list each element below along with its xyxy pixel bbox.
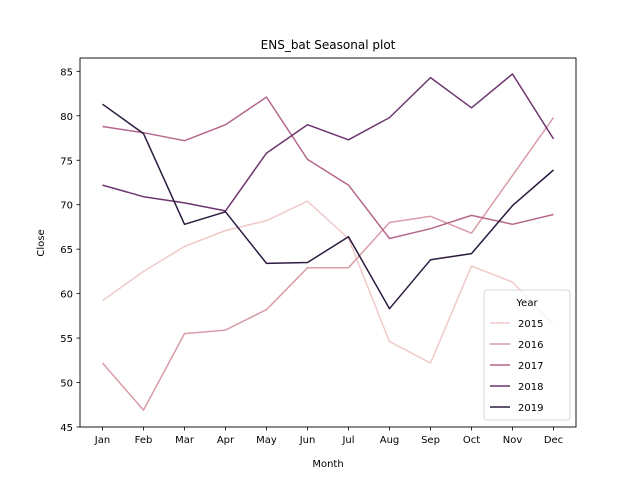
series-line-2015 [102, 200, 555, 364]
x-tick-label: Jun [299, 435, 316, 446]
series-line-2016 [101, 117, 555, 411]
y-axis-label: Close [36, 229, 47, 256]
y-tick-label: 85 [60, 67, 73, 78]
series-line-2018 [102, 73, 555, 212]
x-axis: Jan Feb Mar Apr May Jun Jul Aug Sep Oct Nov Dec [94, 427, 563, 446]
legend-title: Year [515, 298, 538, 309]
x-tick-label: May [256, 435, 277, 446]
x-tick-label: Jan [94, 435, 110, 446]
y-tick-label: 70 [60, 201, 73, 212]
legend-label-2015: 2015 [518, 319, 543, 330]
series-line-2019 [102, 103, 554, 310]
legend-label-2017: 2017 [518, 361, 543, 372]
y-tick-label: 45 [60, 423, 73, 434]
x-tick-label: Nov [503, 435, 523, 446]
x-tick-label: Dec [544, 435, 563, 446]
y-tick-label: 65 [60, 245, 73, 256]
legend-label-2018: 2018 [518, 382, 543, 393]
plot-frame [79, 57, 577, 428]
x-axis-label: Month [312, 459, 343, 470]
x-tick-label: Jul [341, 435, 354, 446]
x-tick-label: Sep [421, 435, 440, 446]
legend-box [483, 289, 571, 421]
legend-label-2019: 2019 [518, 403, 543, 414]
series-line-2017 [102, 96, 554, 240]
x-tick-label: Aug [380, 435, 400, 446]
y-tick-label: 50 [60, 379, 73, 390]
y-tick-label: 60 [60, 290, 73, 301]
chart-plot-area [101, 73, 555, 411]
y-tick-label: 80 [60, 112, 73, 123]
y-tick-label: 75 [60, 156, 73, 167]
x-tick-label: Mar [175, 435, 195, 446]
legend-label-2016: 2016 [518, 340, 543, 351]
y-axis: 45 50 55 60 65 70 75 80 85 [60, 67, 80, 434]
legend: Year 2015 2016 2017 2018 2019 [483, 289, 571, 421]
y-tick-label: 55 [60, 334, 73, 345]
x-tick-label: Feb [135, 435, 153, 446]
x-tick-label: Apr [217, 435, 235, 446]
chart-title: ENS_bat Seasonal plot [261, 38, 396, 52]
x-tick-label: Oct [463, 435, 480, 446]
